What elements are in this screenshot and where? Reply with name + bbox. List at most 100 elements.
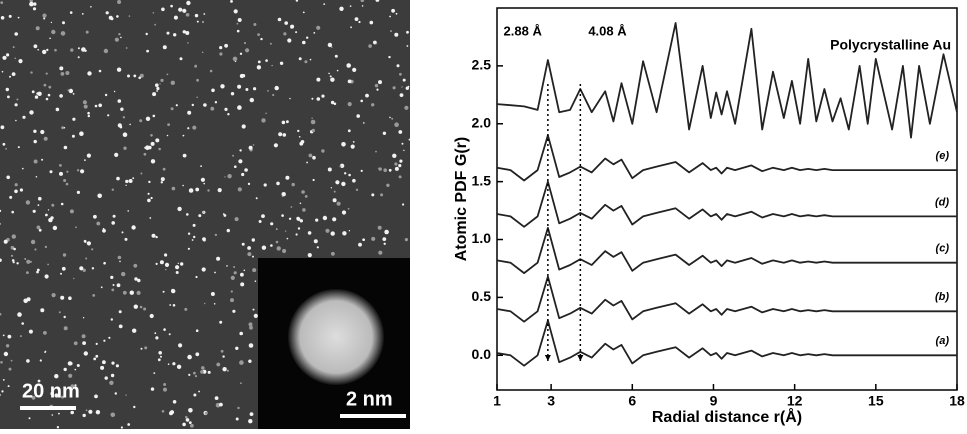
particle	[0, 258, 2, 262]
particle	[60, 202, 64, 206]
particle	[239, 331, 243, 336]
particle	[392, 153, 397, 158]
particle	[0, 209, 2, 212]
particle	[170, 107, 174, 111]
particle	[139, 73, 144, 78]
particle	[88, 409, 93, 414]
particle	[339, 6, 344, 11]
particle	[118, 310, 122, 314]
particle	[401, 86, 403, 88]
particle	[136, 290, 141, 295]
particle	[295, 233, 298, 236]
particle	[235, 346, 239, 350]
particle	[33, 129, 37, 133]
particle	[330, 77, 335, 82]
particle	[47, 209, 50, 211]
particle	[286, 120, 289, 124]
particle	[276, 181, 280, 186]
particle	[164, 262, 170, 267]
particle	[306, 36, 309, 39]
particle	[178, 343, 183, 348]
particle	[82, 100, 87, 105]
particle	[116, 15, 119, 18]
particle	[245, 48, 250, 53]
particle	[160, 355, 162, 358]
particle	[49, 170, 53, 174]
particle	[59, 66, 64, 71]
particle	[201, 20, 205, 24]
y-tick-label: 0.0	[472, 346, 492, 362]
particle	[299, 219, 303, 223]
particle	[7, 334, 12, 339]
particle	[61, 126, 64, 130]
particle	[344, 172, 347, 175]
particle	[165, 268, 167, 271]
particle	[109, 380, 114, 385]
particle	[290, 26, 293, 29]
particle	[253, 23, 257, 26]
particle	[311, 97, 314, 100]
particle	[332, 217, 337, 222]
particle	[51, 29, 56, 35]
particle	[329, 75, 332, 78]
series-label: (e)	[936, 150, 950, 162]
particle	[150, 134, 153, 137]
particle	[190, 423, 194, 428]
particle	[325, 228, 330, 233]
particle	[201, 51, 204, 54]
particle	[257, 33, 260, 36]
particle	[377, 225, 382, 230]
nanoparticle-inset	[288, 289, 384, 385]
particle	[30, 71, 33, 74]
particle	[19, 188, 23, 192]
particle	[253, 87, 257, 91]
particle	[170, 4, 173, 8]
particle	[233, 266, 236, 268]
particle	[60, 272, 62, 275]
particle	[316, 97, 321, 101]
particle	[14, 183, 18, 187]
particle	[389, 116, 391, 119]
particle	[296, 216, 300, 221]
particle	[154, 23, 157, 26]
particle	[232, 309, 236, 313]
y-tick-label: 0.5	[472, 288, 492, 304]
particle	[210, 106, 215, 111]
particle	[257, 60, 261, 64]
particle	[261, 118, 266, 123]
particle	[399, 159, 403, 163]
x-tick-label: 3	[547, 393, 555, 409]
particle	[51, 293, 56, 298]
particle	[0, 312, 2, 316]
particle	[270, 244, 273, 247]
particle	[65, 71, 70, 75]
particle	[235, 417, 239, 421]
particle	[187, 42, 189, 44]
particle	[14, 57, 16, 60]
particle	[161, 7, 165, 12]
particle	[122, 290, 127, 295]
particle	[132, 177, 135, 180]
particle	[234, 165, 237, 168]
particle	[389, 15, 391, 18]
particle	[54, 393, 59, 398]
particle	[271, 64, 273, 67]
particle	[42, 49, 47, 55]
particle	[341, 210, 347, 215]
particle	[103, 261, 106, 265]
x-tick-label: 1	[493, 393, 501, 409]
particle	[299, 202, 302, 205]
particle	[207, 370, 211, 374]
particle	[350, 26, 352, 29]
particle	[150, 387, 155, 391]
particle	[31, 90, 35, 94]
series-label: (c)	[936, 243, 950, 255]
particle	[247, 246, 252, 250]
particle	[56, 426, 60, 429]
particle	[185, 13, 190, 17]
particle	[220, 84, 225, 89]
particle	[107, 114, 110, 117]
particle	[315, 218, 319, 222]
particle	[167, 123, 171, 126]
